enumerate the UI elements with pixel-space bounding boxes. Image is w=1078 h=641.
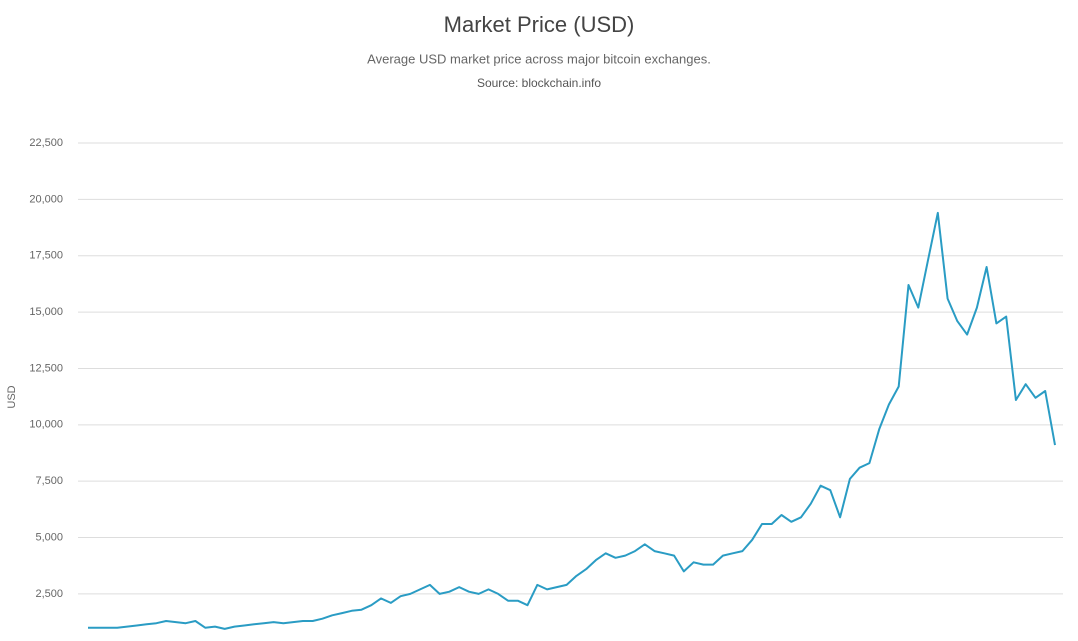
y-tick-label: 7,500 (35, 475, 63, 487)
price-line (88, 211, 1056, 630)
y-tick-label: 5,000 (35, 531, 63, 543)
y-tick-label: 17,500 (29, 250, 63, 262)
y-axis-label: USD (6, 385, 18, 408)
y-tick-label: 15,000 (29, 306, 63, 318)
chart-subtitle: Average USD market price across major bi… (367, 51, 711, 66)
y-tick-label: 20,000 (29, 193, 63, 205)
chart-title: Market Price (USD) (444, 12, 635, 37)
y-tick-label: 2,500 (35, 588, 63, 600)
chart-source: Source: blockchain.info (477, 76, 601, 90)
y-tick-label: 22,500 (29, 137, 63, 149)
y-tick-label: 10,000 (29, 419, 63, 431)
y-tick-label: 12,500 (29, 362, 63, 374)
